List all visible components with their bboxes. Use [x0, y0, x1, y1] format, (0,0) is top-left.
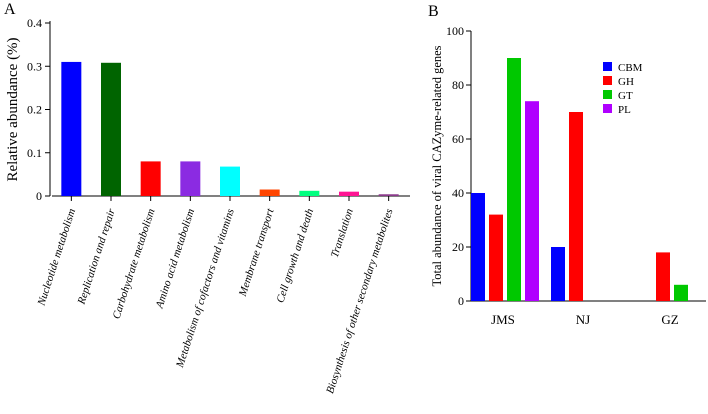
b-bar-gh — [569, 112, 583, 301]
b-bar-gt — [507, 58, 521, 301]
legend-swatch-gh — [603, 76, 612, 85]
a-bar — [259, 189, 280, 196]
a-category-label: Membrane transport — [237, 206, 277, 298]
b-bar-pl — [525, 101, 539, 301]
a-category-label: Nucleotide metabolism — [35, 207, 78, 308]
legend-label-gt: GT — [618, 90, 633, 102]
b-bar-cbm — [551, 247, 565, 301]
b-bar-gt — [674, 284, 688, 301]
panel-b-letter: B — [428, 3, 439, 20]
b-bar-cbm — [471, 193, 485, 301]
b-category-label: JMS — [491, 312, 515, 327]
a-y-tick-label: 0 — [36, 189, 42, 203]
legend-label-pl: PL — [618, 104, 631, 116]
b-y-tick-label: 100 — [446, 24, 464, 38]
legend-swatch-gt — [603, 90, 612, 99]
panel-a: A 0 0.1 0.2 0.3 0.4 Relative abundance (%) Nucl… — [4, 1, 410, 395]
legend-label-cbm: CBM — [618, 62, 643, 74]
a-bar — [180, 161, 201, 196]
b-category-label: GZ — [661, 312, 678, 327]
legend-swatch-cbm — [603, 62, 612, 71]
a-y-tick-label: 0.2 — [27, 103, 42, 117]
a-category-label: Replication and repair — [75, 207, 118, 307]
b-y-tick-label: 20 — [452, 240, 464, 254]
b-y-tick-label: 40 — [452, 186, 464, 200]
a-bar — [378, 194, 399, 196]
a-y-axis-label: Relative abundance (%) — [5, 37, 21, 181]
b-y-axis-label: Total abundance of viral CAZyme-related … — [430, 45, 444, 286]
a-category-label: Amino acid metabolism — [153, 207, 197, 311]
legend-label-gh: GH — [618, 76, 634, 88]
a-bar — [299, 190, 320, 196]
a-y-tick-label: 0.4 — [27, 16, 42, 30]
a-bar — [339, 191, 359, 196]
b-y-tick-label: 0 — [458, 294, 464, 308]
panel-a-letter: A — [4, 1, 16, 18]
a-category-label: Translation — [329, 207, 356, 259]
a-category-label: Cell growth and death — [274, 207, 316, 305]
a-bar — [61, 61, 82, 196]
b-y-tick-label: 80 — [452, 78, 464, 92]
a-bar — [101, 62, 121, 196]
a-category-label: Carbohydrate metabolism — [111, 207, 158, 320]
b-category-label: NJ — [576, 312, 590, 327]
a-bar — [140, 161, 161, 196]
b-bar-gh — [489, 214, 503, 301]
a-bar — [220, 166, 240, 196]
b-y-tick-label: 60 — [452, 132, 464, 146]
b-bar-gh — [656, 252, 670, 301]
a-y-tick-label: 0.3 — [27, 59, 42, 73]
a-y-tick-label: 0.1 — [27, 146, 42, 160]
legend-swatch-pl — [603, 104, 612, 113]
